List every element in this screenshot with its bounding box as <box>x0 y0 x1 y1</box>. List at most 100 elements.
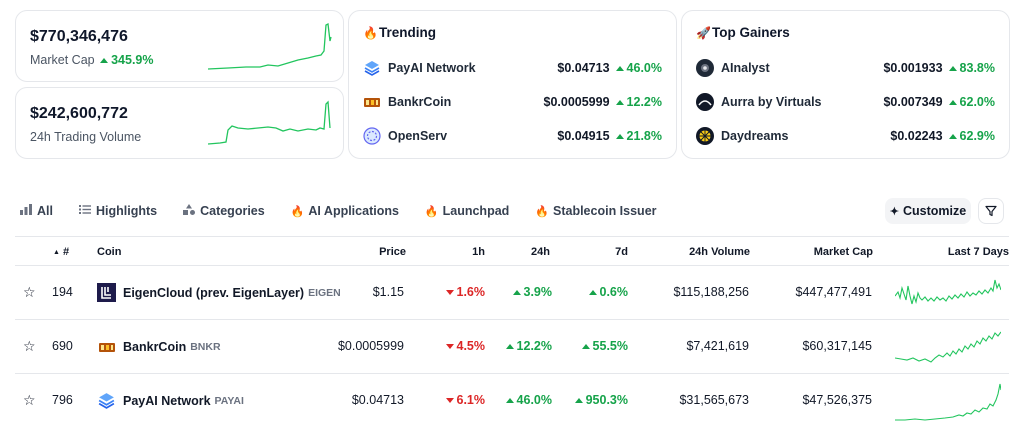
filter-button[interactable] <box>978 198 1004 224</box>
volume-header[interactable]: 24h Volume <box>689 246 750 258</box>
up-triangle-icon <box>574 398 583 403</box>
gainer-item[interactable]: AInalyst $0.001933 83.8% <box>696 58 995 78</box>
change-7d: 950.3% <box>574 393 628 407</box>
filter-icon <box>985 205 997 217</box>
rank: 690 <box>52 339 73 353</box>
fire-icon: 🔥 <box>424 205 439 218</box>
volume-24h: $31,565,673 <box>679 393 749 407</box>
price: $1.15 <box>372 285 404 299</box>
trending-item-price: $0.0005999 <box>543 95 610 109</box>
star-icon[interactable]: ☆ <box>23 338 36 354</box>
trending-title: 🔥Trending <box>363 25 436 40</box>
trending-item[interactable]: PayAI Network $0.04713 46.0% <box>363 58 662 78</box>
trading-volume-label: 24h Trading Volume <box>30 130 142 144</box>
trending-item-name: PayAI Network <box>388 61 476 75</box>
up-triangle-icon <box>615 100 624 105</box>
market-cap-label-text: Market Cap <box>30 53 95 67</box>
gainer-item[interactable]: Aurra by Virtuals $0.007349 62.0% <box>696 92 995 112</box>
ainalyst-logo-icon <box>696 59 714 77</box>
down-triangle-icon <box>445 290 454 295</box>
gainer-item[interactable]: Daydreams $0.02243 62.9% <box>696 126 995 146</box>
change-24h-value: 12.2% <box>516 339 552 353</box>
customize-button[interactable]: ✦ Customize <box>885 198 971 224</box>
coin-cell[interactable]: PayAI Network PAYAI <box>97 391 244 410</box>
gainer-item-price: $0.02243 <box>890 129 943 143</box>
up-triangle-icon <box>581 344 590 349</box>
up-triangle-icon <box>615 134 624 139</box>
change-7d: 0.6% <box>588 285 629 299</box>
tab-launchpad-label: Launchpad <box>442 204 510 218</box>
market-cap-header[interactable]: Market Cap <box>813 246 873 258</box>
change-1h-value: 1.6% <box>456 285 486 299</box>
market-cap-change: 345.9% <box>111 53 154 67</box>
coin-cell[interactable]: BankrCoin BNKR <box>97 337 221 356</box>
tab-categories[interactable]: Categories <box>183 204 265 218</box>
tab-stablecoin-issuer[interactable]: 🔥 Stablecoin Issuer <box>535 204 656 218</box>
trending-item-price: $0.04915 <box>557 129 610 143</box>
gainer-item-name: Aurra by Virtuals <box>721 95 822 109</box>
fire-icon: 🔥 <box>363 26 378 40</box>
trending-card: 🔥Trending PayAI Network $0.04713 46.0% B… <box>348 10 677 159</box>
last-7-days-sparkline <box>895 331 1001 363</box>
trending-item[interactable]: BankrCoin $0.0005999 12.2% <box>363 92 662 112</box>
table-row[interactable]: ☆ 194 EigenCloud (prev. EigenLayer) EIGE… <box>15 266 1009 320</box>
tab-ai-applications[interactable]: 🔥 AI Applications <box>291 204 399 218</box>
category-tabs: All Highlights Categories 🔥 AI Applicati… <box>20 200 683 222</box>
coin-header[interactable]: Coin <box>97 246 122 258</box>
change-24h: 3.9% <box>512 285 552 299</box>
trading-volume-card[interactable]: $242,600,772 24h Trading Volume <box>15 87 344 159</box>
change-7d: 55.5% <box>581 339 628 353</box>
coin-cell[interactable]: EigenCloud (prev. EigenLayer) EIGEN <box>97 283 341 302</box>
coin-symbol: BNKR <box>190 340 221 353</box>
market-cap-card[interactable]: $770,346,476 Market Cap 345.9% <box>15 10 344 82</box>
gainer-item-change: 62.9% <box>959 129 995 143</box>
tab-launchpad[interactable]: 🔥 Launchpad <box>425 204 509 218</box>
tab-highlights[interactable]: Highlights <box>78 204 157 218</box>
change-24h: 12.2% <box>505 339 552 353</box>
top-gainers-card: 🚀Top Gainers AInalyst $0.001933 83.8% Au… <box>681 10 1010 159</box>
tab-all-label: All <box>37 204 53 218</box>
tab-stablecoin-issuer-label: Stablecoin Issuer <box>553 204 657 218</box>
trending-item-change: 21.8% <box>626 129 662 143</box>
trending-item[interactable]: OpenServ $0.04915 21.8% <box>363 126 662 146</box>
market-cap: $447,477,491 <box>795 285 872 299</box>
sort-arrow-icon: ▲ <box>53 249 60 256</box>
change-24h-value: 46.0% <box>516 393 552 407</box>
list-icon <box>78 204 91 218</box>
shapes-icon <box>183 204 196 218</box>
last-7-days-header: Last 7 Days <box>947 246 1009 258</box>
sort-rank-header[interactable]: ▲ # <box>53 246 69 258</box>
table-row[interactable]: ☆ 690 BankrCoin BNKR $0.0005999 4.5% 12.… <box>15 320 1009 374</box>
tab-categories-label: Categories <box>200 204 265 218</box>
top-gainers-title: 🚀Top Gainers <box>696 25 790 40</box>
bankrcoin-logo-icon <box>97 337 116 356</box>
trading-volume-sparkline <box>208 100 331 145</box>
rank: 194 <box>52 285 73 299</box>
change-7d-value: 55.5% <box>592 339 628 353</box>
change-7d-value: 0.6% <box>599 285 629 299</box>
tab-all[interactable]: All <box>20 204 53 218</box>
up-triangle-icon <box>505 344 514 349</box>
star-icon[interactable]: ☆ <box>23 284 36 300</box>
24h-header[interactable]: 24h <box>531 246 550 258</box>
market-cap-label: Market Cap 345.9% <box>30 53 154 67</box>
star-icon[interactable]: ☆ <box>23 392 36 408</box>
table-row[interactable]: ☆ 796 PayAI Network PAYAI $0.04713 6.1% … <box>15 374 1009 427</box>
1h-header[interactable]: 1h <box>472 246 485 258</box>
7d-header[interactable]: 7d <box>615 246 628 258</box>
price-header[interactable]: Price <box>379 246 406 258</box>
coin-name: BankrCoin <box>123 339 187 354</box>
down-triangle-icon <box>445 344 454 349</box>
change-7d-value: 950.3% <box>585 393 628 407</box>
gainer-item-price: $0.001933 <box>883 61 943 75</box>
coin-symbol: EIGEN <box>308 286 341 299</box>
gainer-item-change: 62.0% <box>959 95 995 109</box>
up-triangle-icon <box>948 100 957 105</box>
top-gainers-title-text: Top Gainers <box>712 25 790 40</box>
market-cap: $47,526,375 <box>802 393 872 407</box>
up-triangle-icon <box>588 290 597 295</box>
openserv-logo-icon <box>363 127 381 145</box>
bankrcoin-logo-icon <box>363 93 381 111</box>
coin-symbol: PAYAI <box>214 394 244 407</box>
up-triangle-icon <box>948 134 957 139</box>
